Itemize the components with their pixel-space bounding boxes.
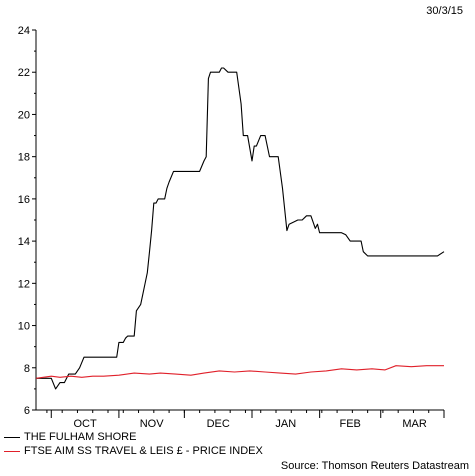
legend-label: FTSE AIM SS TRAVEL & LEIS £ - PRICE INDE… (24, 445, 263, 457)
x-tick-label: OCT (73, 418, 97, 430)
legend-swatch-black (4, 436, 20, 438)
y-tick-label: 6 (24, 405, 30, 417)
chart-axes (35, 30, 444, 411)
x-tick-label: NOV (140, 418, 165, 430)
y-tick-label: 18 (18, 152, 30, 164)
y-tick-label: 8 (24, 363, 30, 375)
x-tick-label: FEB (339, 418, 360, 430)
y-tick-label: 16 (18, 194, 30, 206)
series-line-1 (36, 67, 445, 390)
y-tick-label: 10 (18, 321, 30, 333)
x-tick-label: MAR (402, 418, 427, 430)
y-tick-label: 12 (18, 278, 30, 290)
x-tick-label: DEC (207, 418, 230, 430)
y-tick-label: 20 (18, 109, 30, 121)
chart-ticks: 6 8 10 12 14 16 18 20 22 24 OCT NOV DEC JAN FEB MAR (18, 25, 445, 430)
y-tick-label: 14 (18, 236, 30, 248)
date-stamp: 30/3/15 (426, 5, 463, 17)
legend-entry-fulham-shore: THE FULHAM SHORE (4, 431, 136, 444)
x-tick-label: JAN (275, 418, 296, 430)
chart-series (35, 67, 445, 390)
legend-swatch-red (4, 450, 20, 452)
legend-entry-ftse-aim: FTSE AIM SS TRAVEL & LEIS £ - PRICE INDE… (4, 445, 263, 458)
series-line-2 (35, 365, 444, 379)
legend-label: THE FULHAM SHORE (24, 431, 137, 443)
y-tick-label: 22 (18, 67, 30, 79)
source-note: Source: Thomson Reuters Datastream (280, 460, 469, 472)
y-tick-label: 24 (18, 25, 30, 37)
